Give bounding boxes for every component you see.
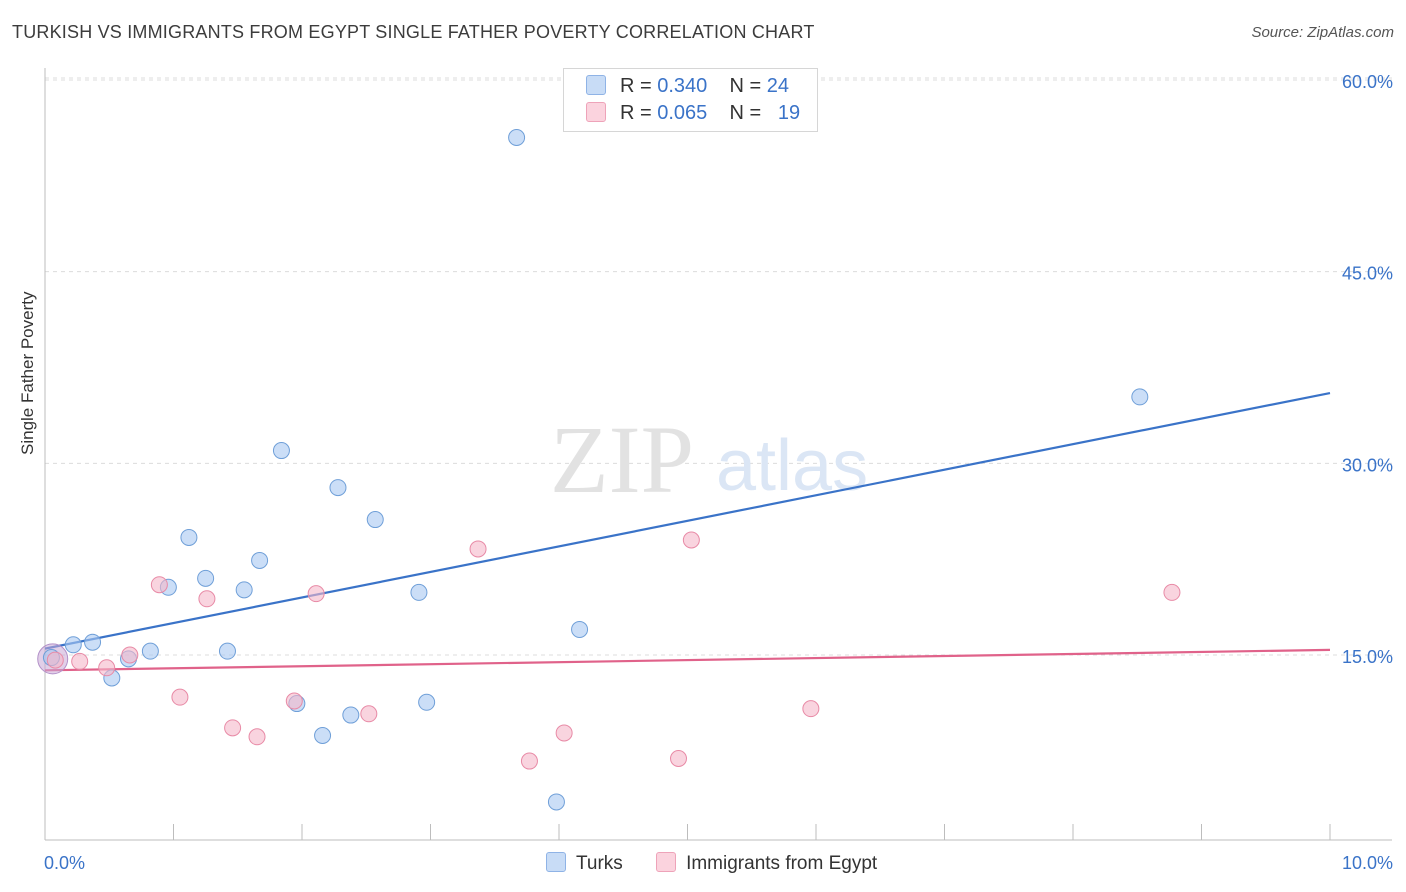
point-egypt xyxy=(469,540,487,558)
point-turks xyxy=(418,693,436,711)
point-egypt xyxy=(670,750,688,767)
y-axis-label: Single Father Poverty xyxy=(18,291,37,455)
y-tick-label: 15.0% xyxy=(1342,647,1393,667)
point-egypt xyxy=(171,688,189,706)
legend-r-value-egypt: 0.065 xyxy=(657,102,708,124)
point-turks xyxy=(218,642,236,660)
point-egypt xyxy=(520,752,538,770)
series-label-egypt: Immigrants from Egypt xyxy=(686,853,878,874)
point-turks xyxy=(329,479,347,497)
legend-r-value-turks: 0.340 xyxy=(657,75,708,97)
point-egypt xyxy=(198,590,216,608)
point-turks xyxy=(235,581,253,599)
legend-row-turks: R = 0.340 N = 24 xyxy=(586,75,789,99)
point-turks xyxy=(197,569,215,587)
point-turks xyxy=(547,793,565,811)
legend-swatch-egypt xyxy=(586,102,606,122)
point-egypt xyxy=(150,576,168,594)
series-legend: Turks Immigrants from Egypt xyxy=(546,852,905,875)
point-egypt xyxy=(46,651,64,669)
point-turks xyxy=(508,129,526,146)
point-turks xyxy=(180,528,198,546)
point-egypt xyxy=(285,692,303,710)
legend-n-label: N = xyxy=(729,102,767,124)
point-egypt xyxy=(1163,583,1181,601)
chart-title: TURKISH VS IMMIGRANTS FROM EGYPT SINGLE … xyxy=(12,22,815,42)
point-turks xyxy=(84,633,102,651)
trend-lines xyxy=(44,391,1331,672)
data-points xyxy=(37,129,1181,811)
point-turks xyxy=(251,551,269,569)
tick-labels: 15.0% 30.0% 45.0% 60.0% 0.0% 10.0% xyxy=(44,72,1393,873)
point-turks xyxy=(272,442,290,460)
legend-n-value-egypt: 19 xyxy=(777,102,801,124)
point-turks xyxy=(141,642,159,660)
series-legend-turks: Turks xyxy=(546,852,623,875)
point-egypt xyxy=(71,652,89,670)
stats-legend: R = 0.340 N = 24 R = 0.065 N = 19 xyxy=(563,68,818,132)
series-swatch-egypt xyxy=(656,852,677,872)
point-egypt xyxy=(224,719,242,737)
watermark-zip: ZIP xyxy=(550,406,694,513)
x-tick-label: 10.0% xyxy=(1342,853,1393,873)
legend-n-value-turks: 24 xyxy=(766,75,790,97)
series-legend-egypt: Immigrants from Egypt xyxy=(656,852,877,875)
point-turks xyxy=(342,706,360,724)
point-turks xyxy=(1131,388,1149,406)
trend-line-egypt xyxy=(44,648,1331,672)
watermark: ZIP atlas xyxy=(550,406,868,513)
legend-swatch-turks xyxy=(586,75,606,95)
legend-row-egypt: R = 0.065 N = 19 xyxy=(586,102,800,126)
grid-lines xyxy=(45,77,1392,656)
y-tick-label: 60.0% xyxy=(1342,72,1393,92)
point-turks xyxy=(571,620,589,638)
point-egypt xyxy=(682,531,700,549)
y-tick-label: 30.0% xyxy=(1342,455,1393,475)
point-turks xyxy=(410,583,428,601)
point-turks xyxy=(64,636,82,654)
point-egypt xyxy=(360,705,378,723)
y-tick-label: 45.0% xyxy=(1342,264,1393,284)
point-turks xyxy=(314,727,332,744)
point-egypt xyxy=(802,700,820,718)
point-egypt xyxy=(248,728,266,746)
axes xyxy=(44,68,1392,841)
trend-line-turks xyxy=(44,391,1331,650)
legend-r-label: R = xyxy=(620,102,658,124)
legend-n-label: N = xyxy=(729,75,767,97)
legend-r-label: R = xyxy=(620,75,658,97)
x-tick-label: 0.0% xyxy=(44,853,85,873)
point-egypt xyxy=(307,585,325,603)
point-egypt xyxy=(555,724,573,742)
point-egypt xyxy=(98,659,116,677)
series-swatch-turks xyxy=(546,852,566,872)
watermark-atlas: atlas xyxy=(716,426,868,506)
point-turks xyxy=(366,511,384,529)
series-label-turks: Turks xyxy=(576,853,623,874)
source-label: Source: ZipAtlas.com xyxy=(1251,24,1394,41)
point-egypt xyxy=(121,646,139,664)
